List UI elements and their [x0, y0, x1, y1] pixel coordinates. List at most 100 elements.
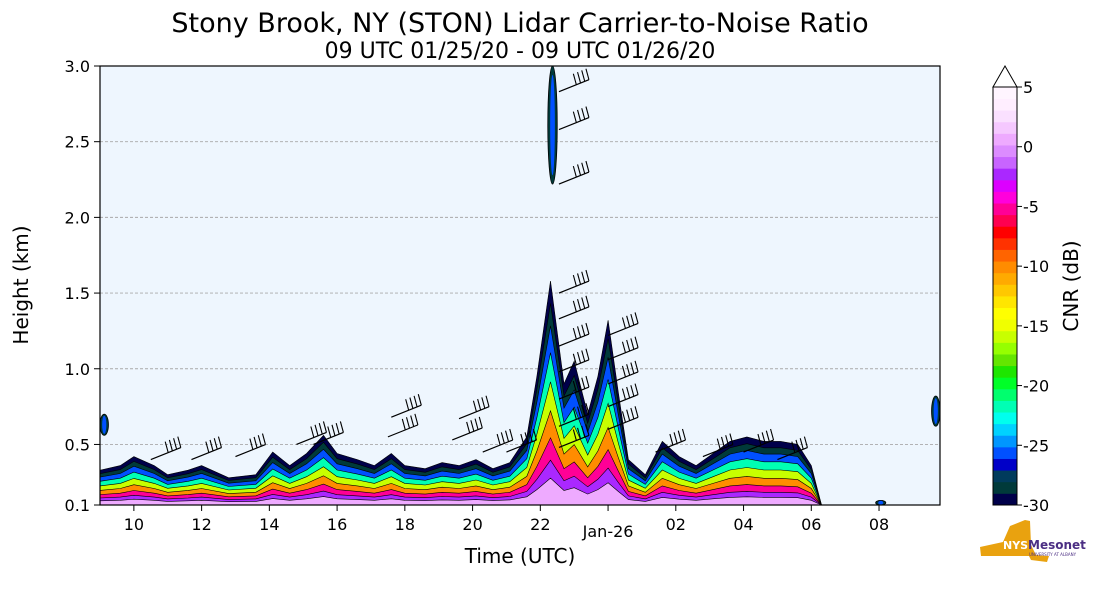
wind-barb	[313, 421, 344, 446]
cnr-field	[99, 65, 941, 506]
wind-barb-feather	[585, 106, 590, 118]
wind-barb	[458, 395, 490, 420]
wind-barb-feather	[509, 428, 514, 441]
wind-barb-feather	[209, 439, 214, 452]
wind-barb-feather	[581, 162, 586, 174]
wind-barb-feather	[581, 404, 586, 417]
colorbar-swatch	[993, 249, 1017, 262]
wind-barb-feather	[177, 436, 182, 448]
wind-barb-feather	[799, 438, 804, 450]
plot-background	[100, 66, 940, 505]
x-tick-label: 04	[733, 515, 753, 534]
colorbar-tick-label: -5	[1023, 197, 1039, 216]
y-axis-label: Height (km)	[9, 225, 33, 344]
wind-barb	[702, 433, 734, 458]
wind-barb-feather	[681, 428, 687, 441]
wind-barb-staff	[235, 444, 266, 458]
wind-barb-feather	[505, 430, 510, 442]
colorbar-swatch	[993, 388, 1017, 401]
y-tick-label: 0.1	[65, 496, 90, 515]
wind-barb-staff	[458, 406, 490, 420]
wind-barb-staff	[558, 117, 590, 131]
wind-barb-feather	[520, 433, 525, 446]
wind-barb-staff	[558, 171, 590, 185]
y-tick-label: 1.0	[65, 360, 90, 379]
colorbar-swatch	[993, 435, 1017, 448]
colorbar-swatch	[993, 168, 1017, 181]
logo-mesonet: Mesonet	[1028, 538, 1086, 552]
wind-barb-staff	[150, 447, 182, 461]
wind-barb-feather	[577, 379, 582, 391]
wind-barb-feather	[485, 395, 490, 407]
x-tick-label: 20	[462, 515, 482, 534]
wind-barb	[655, 428, 687, 453]
colorbar-tick-label: -10	[1023, 257, 1049, 276]
wind-barb-feather	[173, 438, 178, 450]
wind-barb-feather	[410, 415, 415, 427]
wind-barb-staff	[558, 306, 590, 320]
wind-barb-feather	[716, 438, 721, 450]
wind-barb-feather	[585, 160, 590, 173]
wind-barb-feather	[585, 295, 590, 307]
wind-barb-feather	[621, 365, 626, 378]
wind-barb-feather	[673, 432, 678, 444]
wind-barb-feather	[572, 327, 577, 340]
wind-barb-feather	[765, 430, 770, 442]
colorbar-swatch	[993, 203, 1017, 216]
wind-barb-feather	[626, 386, 631, 399]
wind-barb-feather	[621, 411, 626, 423]
wind-barb-feather	[729, 433, 734, 445]
wind-barb-feather	[630, 313, 635, 326]
wind-barb-feather	[770, 428, 775, 441]
colorbar-extend-arrow	[992, 64, 1018, 88]
wind-barb-staff	[452, 427, 483, 441]
wind-barb	[777, 436, 808, 461]
wind-barb-feather	[585, 348, 590, 360]
x-tick-label: 14	[259, 515, 279, 534]
wind-barb-feather	[626, 339, 631, 352]
chart-title: Stony Brook, NY (STON) Lidar Carrier-to-…	[171, 8, 868, 39]
wind-barb-feather	[572, 165, 577, 178]
cnr-echo-core-0	[550, 74, 555, 176]
wind-barbs	[150, 68, 808, 461]
colorbar-swatch	[993, 145, 1017, 158]
wind-barb-feather	[577, 109, 582, 122]
wind-barb-feather	[401, 418, 406, 431]
colorbar-swatch	[993, 493, 1017, 506]
wind-barb-feather	[581, 70, 586, 82]
wind-barb	[391, 394, 422, 418]
wind-barb-staff	[558, 79, 590, 93]
colorbar-swatch	[993, 470, 1017, 483]
wind-barb-feather	[572, 380, 577, 393]
wind-barb-feather	[253, 436, 258, 449]
wind-barb-feather	[572, 429, 577, 441]
colorbar-swatch	[993, 319, 1017, 332]
wind-barb-feather	[466, 421, 471, 434]
wind-barb	[607, 383, 639, 408]
wind-barb-feather	[585, 375, 590, 388]
x-tick-label: 10	[124, 515, 144, 534]
wind-barb-feather	[577, 164, 582, 176]
colorbar-swatch	[993, 226, 1017, 239]
wind-barb	[558, 424, 590, 449]
wind-barb-feather	[577, 299, 582, 311]
logo-university: UNIVERSITY AT ALBANY	[1029, 552, 1077, 557]
wind-barb-staff	[777, 447, 808, 461]
x-axis-ticks: 10 12 14 16 18 20 22 Jan-26 02 04 06 08	[124, 505, 889, 541]
wind-barb-feather	[524, 432, 529, 444]
wind-barb-feather	[630, 385, 635, 397]
wind-barb-staff	[506, 439, 537, 453]
wind-barb-feather	[634, 336, 639, 348]
wind-barb-feather	[500, 432, 505, 444]
colorbar: 5 0 -5 -10 -15 -20 -25 -30 CNR (dB)	[992, 64, 1083, 515]
wind-barb-feather	[585, 68, 590, 80]
wind-barb-feather	[310, 426, 315, 438]
wind-barb	[558, 160, 590, 185]
wind-barb-feather	[581, 271, 586, 283]
wind-barb-feather	[626, 364, 631, 376]
wind-barb-staff	[296, 431, 327, 446]
wind-barb-feather	[634, 312, 639, 324]
wind-barb-feather	[669, 433, 674, 446]
wind-barb-staff	[743, 439, 774, 453]
wind-barb	[191, 436, 222, 461]
